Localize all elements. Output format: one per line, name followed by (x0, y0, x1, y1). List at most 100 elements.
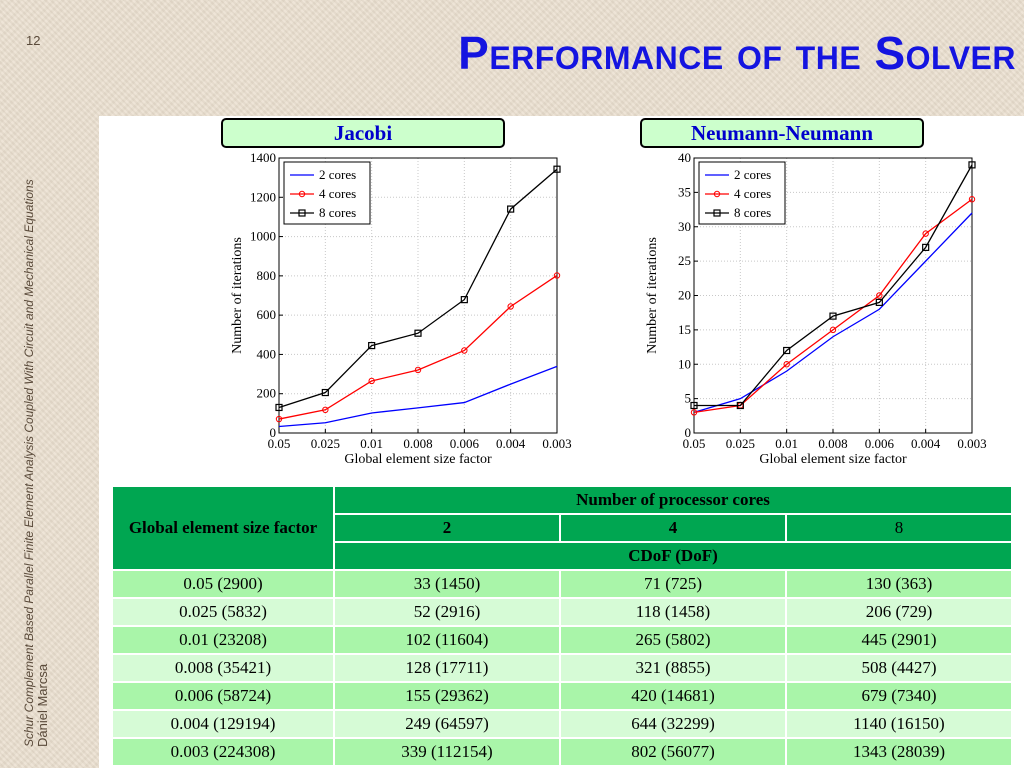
data-point (875, 298, 883, 306)
data-point (275, 403, 283, 412)
data-point (368, 377, 375, 385)
table-cell-value: 118 (1458) (559, 597, 787, 627)
data-point (922, 243, 930, 251)
series-line (278, 274, 558, 420)
data-point (783, 346, 791, 355)
table-row: 0.05 (2900) 33 (1450) 71 (725) 130 (363) (111, 569, 1013, 599)
x-tick-label: 0.025 (726, 436, 755, 451)
slide-number: 12 (26, 33, 41, 48)
data-point (321, 388, 329, 397)
x-tick-label: 0.01 (360, 436, 383, 451)
y-tick-label: 1000 (250, 229, 276, 244)
data-point (507, 205, 515, 213)
table-cell-value: 130 (363) (785, 569, 1013, 599)
neumann-chart-header: Neumann-Neumann (640, 118, 924, 148)
series-line (694, 164, 973, 407)
y-tick-label: 25 (678, 253, 691, 268)
table-cell-value: 321 (8855) (559, 653, 787, 683)
table-subheader: CDoF (DoF) (333, 541, 1013, 571)
neumann-chart-block: 0 5 10 15 20 25 30 35 40 0.05 0.025 0.01 0.008 0.006 0… (574, 116, 987, 476)
side-author: Dániel Marcsa (35, 663, 50, 747)
table-cell-value: 420 (14681) (559, 681, 787, 711)
legend-label: 4 cores (734, 186, 771, 201)
table-group-header: Number of processor cores (333, 485, 1013, 515)
data-point (507, 303, 514, 310)
table-cell-value: 265 (5802) (559, 625, 787, 655)
x-tick-label: 0.05 (683, 436, 706, 451)
table-row: 0.004 (129194) 249 (64597) 644 (32299) 1140… (111, 709, 1013, 739)
x-tick-label: 0.025 (311, 436, 340, 451)
data-point (461, 347, 468, 354)
y-tick-label: 30 (678, 219, 691, 234)
x-axis-label: Global element size factor (344, 452, 492, 467)
table-row: 0.025 (5832) 52 (2916) 118 (1458) 206 (729) (111, 597, 1013, 627)
table-header-row: Global element size factor Number of pro… (111, 485, 1013, 571)
y-tick-label: 20 (678, 288, 691, 303)
y-axis-label: Number of iterations (645, 237, 660, 354)
table-subheader-row: CDoF (DoF) (112, 541, 1013, 571)
legend-label: 8 cores (734, 205, 771, 220)
x-tick-label: 0.006 (865, 436, 895, 451)
table-cell-value: 1140 (16150) (785, 709, 1013, 739)
table-cell-value: 679 (7340) (785, 681, 1013, 711)
legend-marker (713, 209, 721, 217)
table-cell-size-factor: 0.003 (224308) (111, 737, 335, 767)
series-line (278, 365, 558, 428)
data-point (876, 292, 883, 299)
y-tick-label: 0 (270, 425, 277, 440)
y-tick-label: 800 (257, 268, 277, 283)
results-table: Global element size factor Number of pro… (111, 485, 1013, 767)
y-tick-label: 40 (678, 150, 691, 165)
legend-label: 8 cores (319, 205, 356, 220)
legend-box (283, 161, 371, 225)
results-table-body: Global element size factor Number of pro… (111, 485, 1013, 767)
data-point (368, 341, 376, 350)
jacobi-chart-block: 0 200 400 600 800 1000 1200 1400 0.05 0.025 0.01 0.… (159, 116, 572, 476)
x-tick-label: 0.004 (911, 436, 941, 451)
data-point (460, 296, 468, 304)
x-tick-label: 0.008 (403, 436, 432, 451)
series-line (278, 168, 558, 409)
y-tick-label: 1400 (250, 150, 276, 165)
y-tick-label: 1200 (250, 189, 276, 204)
y-tick-label: 5 (685, 391, 692, 406)
table-row: 0.008 (35421) 128 (17711) 321 (8855) 508 (4… (111, 653, 1013, 683)
y-tick-label: 15 (678, 322, 691, 337)
legend-marker (298, 209, 306, 217)
table-cell-value: 71 (725) (559, 569, 787, 599)
legend-marker (298, 190, 306, 198)
table-cell-value: 249 (64597) (333, 709, 561, 739)
x-tick-label: 0.006 (450, 436, 480, 451)
table-core-header: 2 (333, 513, 561, 543)
table-cell-value: 508 (4427) (785, 653, 1013, 683)
data-point (553, 165, 561, 173)
data-point (922, 230, 929, 237)
table-core-header: 8 (785, 513, 1013, 543)
table-cell-value: 102 (11604) (333, 625, 561, 655)
table-cores-row: 2 4 8 (112, 513, 1013, 543)
data-point (275, 415, 283, 423)
neumann-neumann-chart: 0 5 10 15 20 25 30 35 40 0.05 0.025 0.01 0.008 0.006 0… (645, 150, 987, 467)
y-tick-label: 200 (257, 386, 277, 401)
table-cell-value: 339 (112154) (333, 737, 561, 767)
legend-box (698, 161, 786, 225)
table-cell-value: 52 (2916) (333, 597, 561, 627)
table-cell-value: 1343 (28039) (785, 737, 1013, 767)
table-cell-size-factor: 0.006 (58724) (111, 681, 335, 711)
table-cell-value: 128 (17711) (333, 653, 561, 683)
table-cell-value: 802 (56077) (559, 737, 787, 767)
data-point (783, 361, 790, 368)
data-point (322, 406, 329, 414)
table-cell-value: 206 (729) (785, 597, 1013, 627)
x-axis-label: Global element size factor (759, 452, 907, 467)
x-tick-label: 0.01 (775, 436, 798, 451)
data-point (736, 401, 744, 410)
y-tick-label: 400 (257, 346, 277, 361)
data-point (690, 401, 698, 410)
data-point (690, 409, 698, 416)
x-tick-label: 0.004 (496, 436, 526, 451)
x-tick-label: 0.003 (957, 436, 986, 451)
legend-marker (713, 190, 721, 198)
y-tick-label: 35 (678, 184, 691, 199)
content-panel: 0 200 400 600 800 1000 1200 1400 0.05 0.025 0.01 0.… (99, 116, 1024, 768)
